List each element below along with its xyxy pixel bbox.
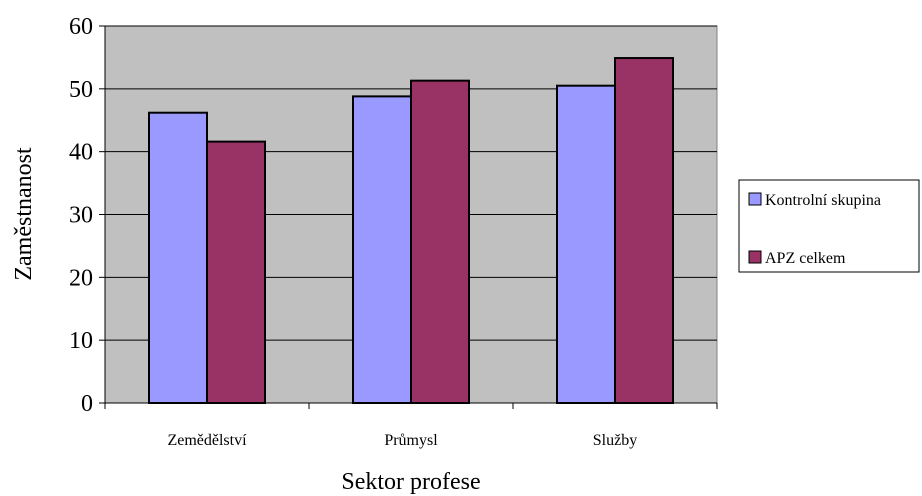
y-tick-label: 10	[69, 328, 93, 354]
y-tick-label: 30	[69, 203, 93, 229]
bar-kontrolni-0	[148, 111, 208, 405]
x-tick-labels: Zemědělství Průmysl Služby	[167, 432, 637, 449]
y-tick-label: 50	[69, 77, 93, 103]
bar-apz-2	[614, 57, 674, 404]
legend-box	[738, 179, 920, 273]
legend-swatch-kontrolni	[748, 192, 762, 206]
y-axis-title: Zaměstnanost	[11, 147, 37, 281]
y-tick-label: 20	[69, 265, 93, 291]
axes	[99, 25, 718, 409]
y-tick-label: 40	[69, 140, 93, 166]
bars	[148, 57, 674, 405]
legend-swatch-apz	[748, 250, 762, 264]
x-tick-label: Služby	[593, 432, 637, 449]
y-tick-label: 60	[69, 14, 93, 40]
bar-apz-0	[206, 140, 266, 404]
legend-label-apz: APZ celkem	[765, 250, 846, 267]
bar-apz-1	[410, 79, 470, 404]
y-tick-labels: 0 10 20 30 40 50 60	[69, 14, 93, 417]
y-tick-label: 0	[81, 391, 93, 417]
x-tick-label: Průmysl	[384, 432, 438, 449]
bar-kontrolni-2	[556, 84, 616, 404]
bar-kontrolni-1	[352, 95, 412, 405]
x-tick-label: Zemědělství	[167, 432, 247, 449]
legend-label-kontrolni: Kontrolní skupina	[765, 192, 881, 209]
legend: Kontrolní skupina APZ celkem	[738, 179, 920, 273]
x-axis-title: Sektor profese	[341, 469, 480, 495]
